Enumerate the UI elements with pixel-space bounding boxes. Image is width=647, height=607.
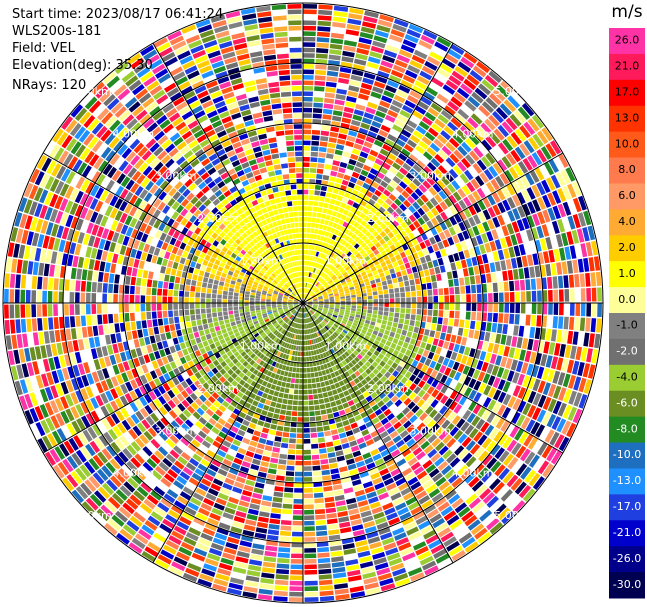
- colorbar-tick-label: 13.0: [615, 111, 640, 124]
- colorbar-swatch: [609, 79, 645, 107]
- range-ring-labels: 1.00km 1.00km 1.00km 1.00km 2.00km 2.00km 2.00…: [70, 85, 536, 522]
- colorbar-tick-label: 6.0: [618, 189, 636, 202]
- colorbar-swatch: [609, 235, 645, 262]
- velocity-gate-group: [9, 19, 593, 595]
- colorbar-tick-label: -21.0: [613, 526, 641, 539]
- colorbar-tick-label: -17.0: [613, 500, 641, 513]
- colorbar-tick-label: -26.0: [613, 552, 641, 565]
- colorbar-tick-label: -1.0: [616, 319, 637, 332]
- colorbar-swatch: [609, 261, 645, 288]
- colorbar-tick-label: -4.0: [616, 370, 637, 383]
- range-ring-label: 1.00km: [240, 339, 282, 352]
- colorbar-swatch: [609, 313, 645, 340]
- colorbar-swatch: [609, 390, 645, 418]
- colorbar-swatch: [609, 338, 645, 366]
- range-ring-label: 4.00km: [113, 127, 155, 140]
- colorbar-swatch: [609, 53, 645, 81]
- colorbar-tick-label: -2.0: [616, 345, 637, 358]
- colorbar-tick-label: 26.0: [615, 34, 640, 47]
- instrument-name: WLS200s-181: [12, 24, 102, 39]
- colorbar-swatch: [609, 572, 645, 599]
- range-ring-label: 5.00km: [494, 509, 536, 522]
- colorbar-tick-label: 21.0: [615, 60, 640, 73]
- velocity-gate-group: [14, 18, 602, 595]
- colorbar-tick-label: -13.0: [613, 474, 641, 487]
- colorbar-swatch: [609, 105, 645, 133]
- colorbar-swatch: [609, 183, 645, 210]
- colorbar-tick-label: -6.0: [616, 396, 637, 409]
- colorbar-swatch: [609, 131, 645, 159]
- colorbar-tick-label: -10.0: [613, 448, 641, 461]
- scan-info: Start time: 2023/08/17 06:41:24 WLS200s-…: [12, 6, 223, 94]
- colorbar-tick-label: 0.0: [618, 293, 636, 306]
- colorbar-tick-label: 10.0: [615, 137, 640, 150]
- range-ring-label: 5.00km: [494, 85, 536, 98]
- colorbar-tick-label: -8.0: [616, 422, 637, 435]
- elevation: Elevation(deg): 35.30: [12, 58, 153, 73]
- range-ring-label: 5.00km: [70, 509, 112, 522]
- range-ring-label: 1.00km: [325, 339, 367, 352]
- colorbar-swatch: [609, 520, 645, 547]
- range-ring-label: 5.00km: [70, 85, 112, 98]
- field-name: Field: VEL: [12, 41, 75, 56]
- range-ring-label: 3.00km: [410, 424, 452, 437]
- colorbar-tick-label: 17.0: [615, 85, 640, 98]
- range-ring-label: 4.00km: [452, 467, 494, 480]
- colorbar-tick-label: -30.0: [613, 578, 641, 591]
- range-ring-label: 2.00km: [367, 212, 409, 225]
- colorbar-swatch: [609, 416, 645, 444]
- range-ring-label: 3.00km: [155, 424, 197, 437]
- colorbar-swatch: [609, 157, 645, 184]
- range-ring-label: 3.00km: [155, 170, 197, 183]
- azimuth-spoke: [152, 42, 454, 564]
- start-time: Start time: 2023/08/17 06:41:24: [12, 7, 224, 22]
- colorbar-swatch: [609, 364, 645, 392]
- range-ring-label: 3.00km: [410, 170, 452, 183]
- colorbar-swatch: [609, 28, 645, 55]
- colorbar-swatch: [609, 468, 645, 495]
- colorbar-tick-label: 4.0: [618, 215, 636, 228]
- range-ring-label: 4.00km: [113, 467, 155, 480]
- radial-spokes: [3, 3, 603, 603]
- colorbar-swatch: [609, 546, 645, 573]
- range-ring-label: 4.00km: [452, 127, 494, 140]
- number-of-rays: NRays: 120: [12, 78, 87, 93]
- velocity-rays: [4, 4, 603, 603]
- range-ring-label: 2.00km: [367, 382, 409, 395]
- colorbar-swatch: [609, 442, 645, 469]
- colorbar-swatch: [609, 287, 645, 314]
- range-ring-label: 2.00km: [197, 382, 239, 395]
- colorbar-unit: m/s: [611, 2, 642, 22]
- colorbar-tick-label: 1.0: [618, 267, 636, 280]
- colorbar-swatch: [609, 209, 645, 236]
- colorbar-tick-label: 8.0: [618, 163, 636, 176]
- colorbar-swatch: [609, 494, 645, 521]
- range-ring-label: 1.00km: [325, 255, 367, 268]
- range-ring-label: 2.00km: [197, 212, 239, 225]
- range-ring-label: 1.00km: [240, 255, 282, 268]
- colorbar-tick-label: 2.0: [618, 241, 636, 254]
